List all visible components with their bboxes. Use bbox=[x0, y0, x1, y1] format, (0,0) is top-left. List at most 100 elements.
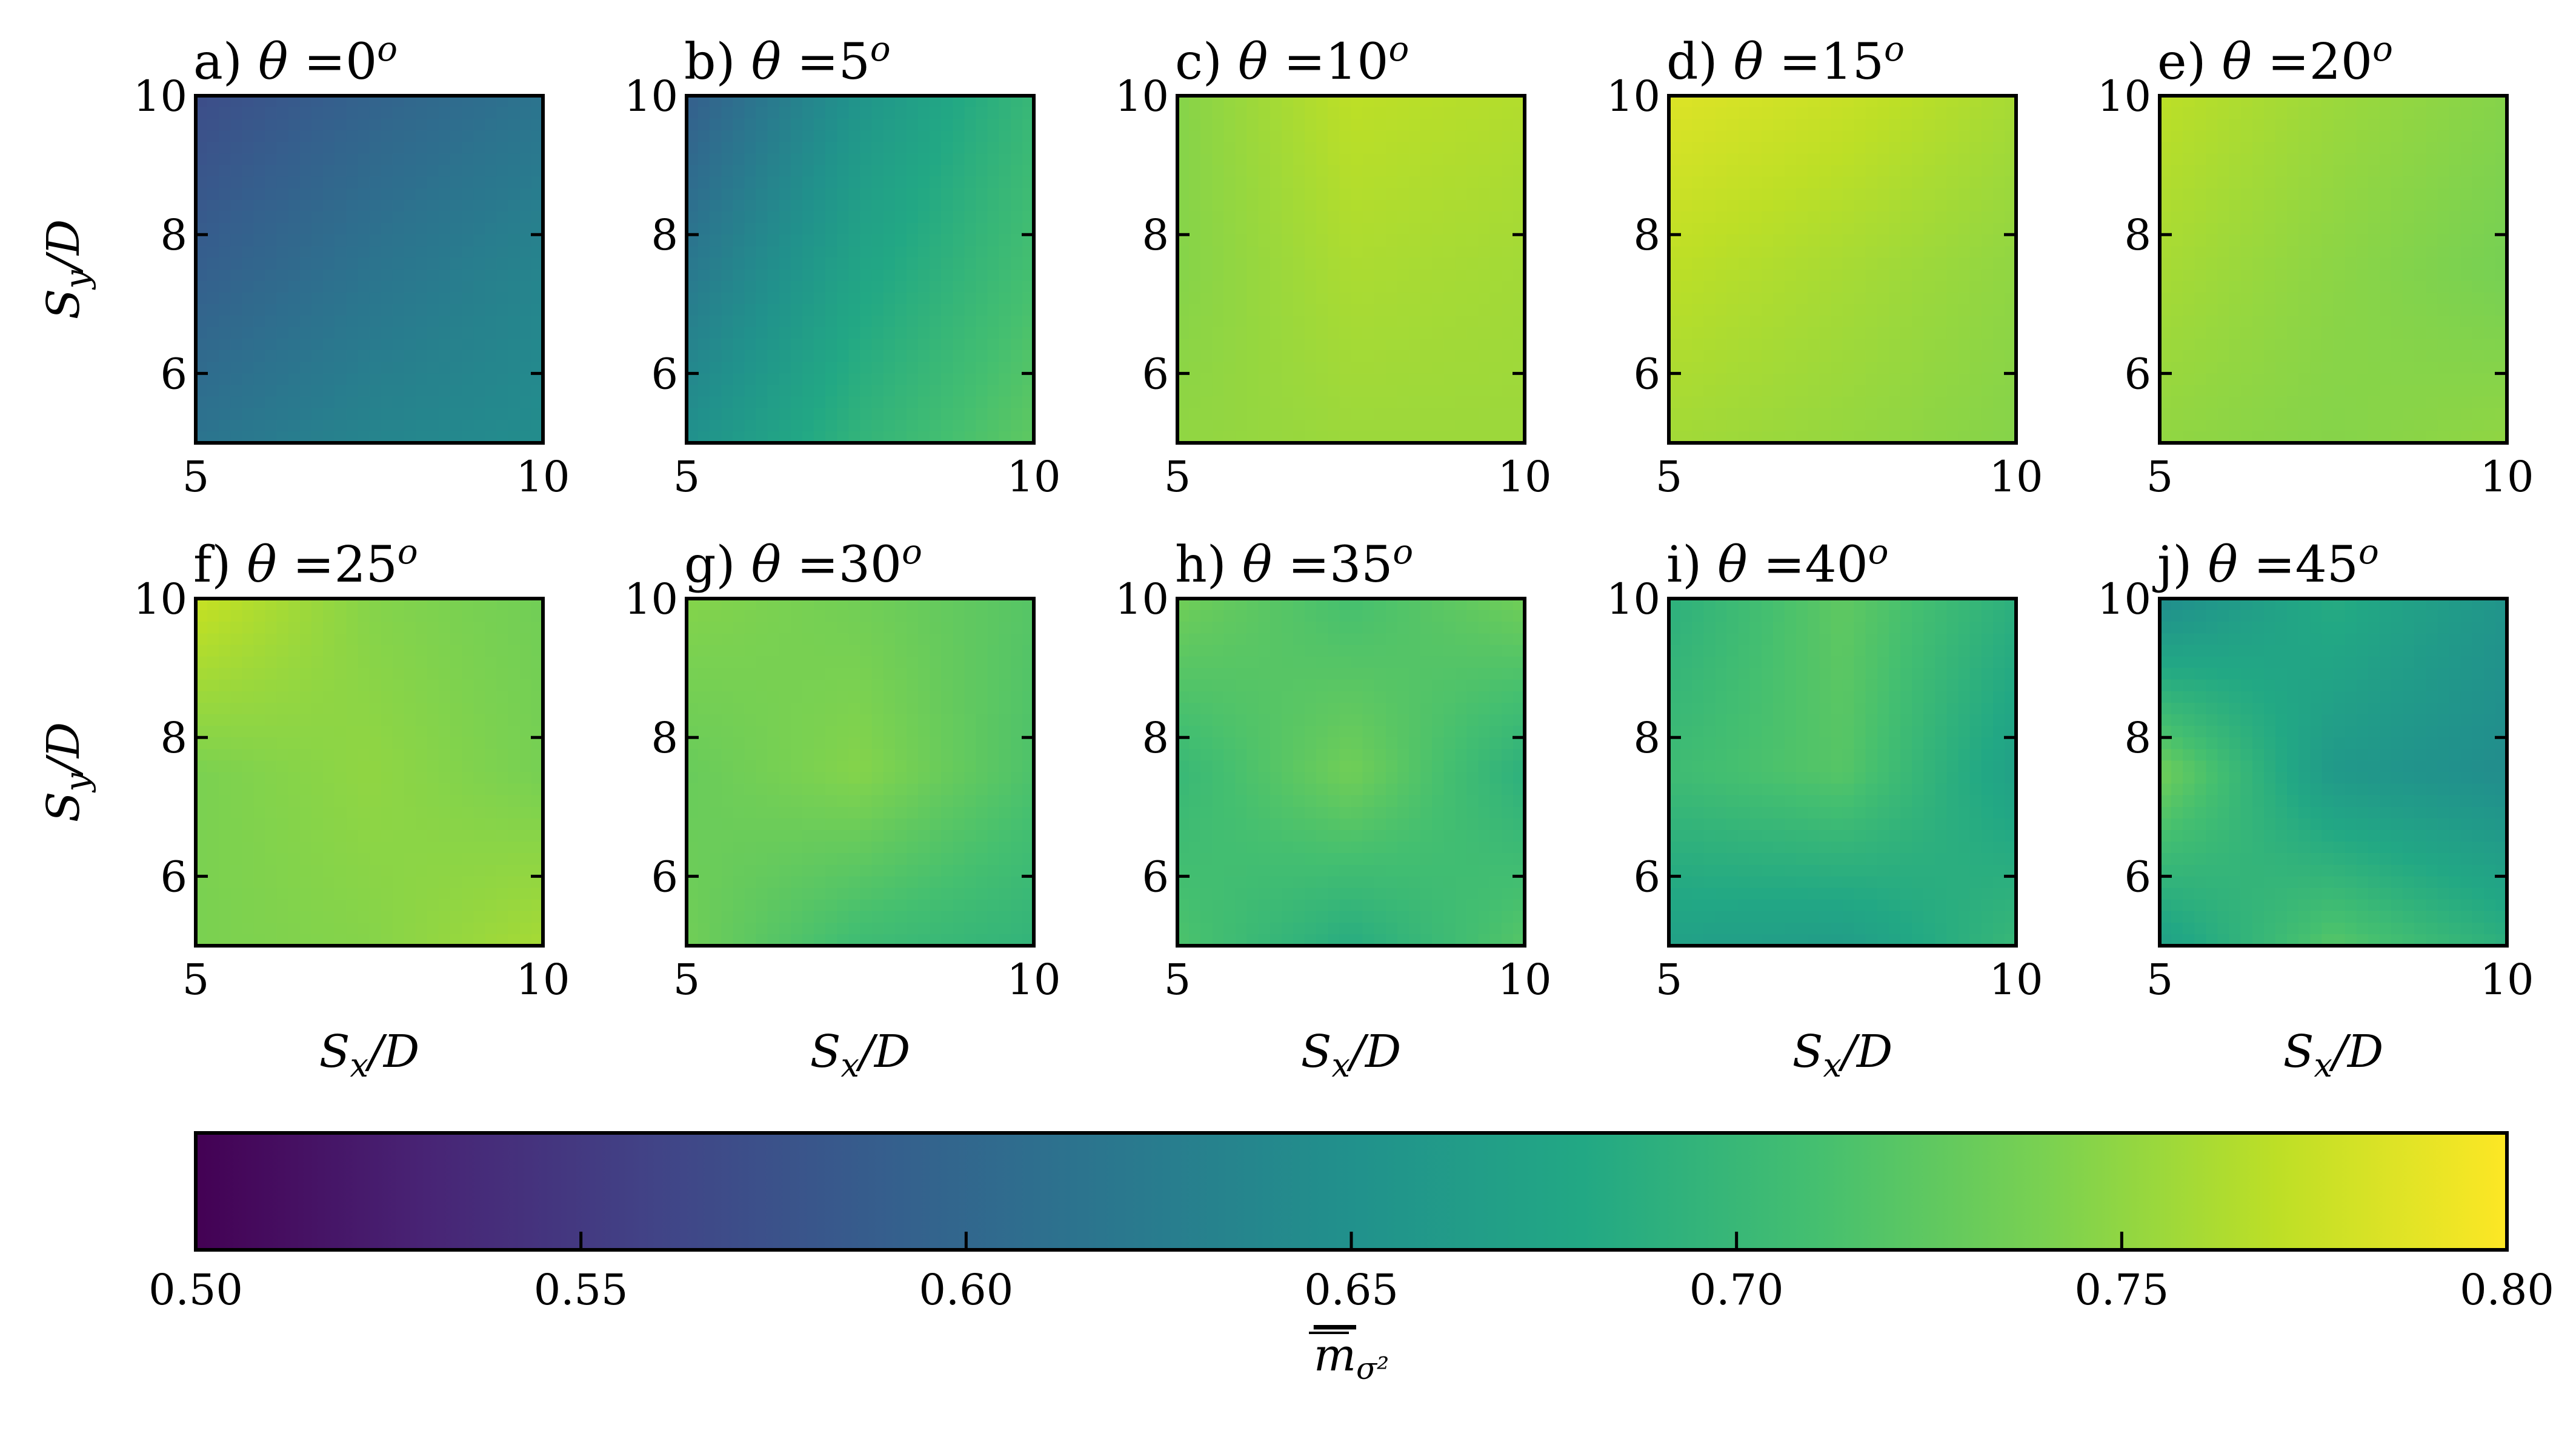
heatmap-cell bbox=[1981, 246, 1994, 258]
heatmap-cell bbox=[473, 176, 486, 189]
heatmap-cell bbox=[288, 142, 301, 154]
heatmap-cell bbox=[2449, 327, 2461, 339]
heatmap-cell bbox=[473, 691, 486, 703]
heatmap-cell bbox=[508, 373, 521, 386]
heatmap-cell bbox=[1738, 292, 1751, 305]
heatmap-cell bbox=[1513, 339, 1525, 351]
heatmap-cell bbox=[334, 668, 347, 680]
heatmap-cell bbox=[2298, 257, 2311, 270]
heatmap-cell bbox=[439, 362, 451, 374]
heatmap-cell bbox=[496, 223, 509, 235]
heatmap-cell bbox=[1351, 142, 1363, 154]
heatmap-cell bbox=[2483, 107, 2496, 119]
heatmap-cell bbox=[987, 292, 1000, 305]
heatmap-cell bbox=[2495, 304, 2508, 316]
heatmap-cell bbox=[439, 269, 451, 282]
heatmap-cell bbox=[1281, 304, 1294, 316]
heatmap-cell bbox=[976, 119, 988, 131]
heatmap-cell bbox=[2368, 142, 2380, 154]
heatmap-cell bbox=[1796, 373, 1808, 386]
heatmap-cell bbox=[2414, 419, 2426, 432]
heatmap-cell bbox=[2160, 385, 2172, 397]
heatmap-cell bbox=[1669, 350, 1681, 362]
heatmap-cell bbox=[265, 679, 278, 692]
heatmap-cell bbox=[1715, 315, 1728, 328]
heatmap-cell bbox=[311, 633, 324, 645]
heatmap-cell bbox=[1796, 223, 1808, 235]
heatmap-cell bbox=[1854, 419, 1866, 432]
heatmap-cell bbox=[2460, 96, 2473, 108]
heatmap-cell bbox=[814, 107, 826, 119]
heatmap-cell bbox=[207, 691, 219, 703]
heatmap-cell bbox=[1900, 176, 1912, 189]
heatmap-cell bbox=[1235, 269, 1248, 282]
heatmap-cell bbox=[744, 211, 757, 224]
heatmap-cell bbox=[2263, 408, 2276, 420]
heatmap-cell bbox=[883, 373, 896, 386]
heatmap-cell bbox=[1854, 199, 1866, 212]
heatmap-cell bbox=[2217, 119, 2230, 131]
heatmap-cell bbox=[439, 431, 451, 443]
heatmap-cell bbox=[744, 408, 757, 420]
heatmap-cell bbox=[358, 656, 370, 669]
heatmap-cell bbox=[1900, 130, 1912, 142]
heatmap-cell bbox=[519, 292, 532, 305]
heatmap-cell bbox=[964, 304, 977, 316]
heatmap-cell bbox=[1958, 130, 1971, 142]
heatmap-cell bbox=[2426, 223, 2438, 235]
heatmap-cell bbox=[802, 199, 814, 212]
heatmap-cell bbox=[2356, 419, 2369, 432]
heatmap-cell bbox=[508, 257, 521, 270]
heatmap-cell bbox=[265, 211, 278, 224]
heatmap-cell bbox=[276, 165, 289, 178]
heatmap-cell bbox=[814, 223, 826, 235]
heatmap-cell bbox=[1478, 373, 1491, 386]
heatmap-cell bbox=[1432, 234, 1444, 247]
heatmap-cell bbox=[976, 130, 988, 142]
heatmap-cell bbox=[1969, 362, 1982, 374]
heatmap-cell bbox=[1715, 269, 1728, 282]
heatmap-cell bbox=[1270, 107, 1282, 119]
heatmap-cell bbox=[427, 223, 439, 235]
heatmap-cell bbox=[894, 107, 907, 119]
heatmap-cell bbox=[242, 408, 255, 420]
heatmap-cell bbox=[687, 188, 699, 201]
heatmap-cell bbox=[1200, 396, 1213, 409]
heatmap-cell bbox=[1865, 350, 1878, 362]
heatmap-cell bbox=[392, 714, 405, 726]
heatmap-cell bbox=[1831, 269, 1843, 282]
heatmap-cell bbox=[1935, 315, 1947, 328]
heatmap-cell bbox=[1432, 188, 1444, 201]
heatmap-cell bbox=[1761, 419, 1774, 432]
heatmap-cell bbox=[1443, 142, 1456, 154]
heatmap-cell bbox=[1432, 304, 1444, 316]
heatmap-cell bbox=[1842, 234, 1855, 247]
heatmap-cell bbox=[519, 668, 532, 680]
heatmap-cell bbox=[1409, 385, 1421, 397]
heatmap-cell bbox=[2495, 199, 2508, 212]
heatmap-cell bbox=[756, 315, 768, 328]
heatmap-cell bbox=[1316, 327, 1328, 339]
heatmap-cell bbox=[2310, 281, 2322, 293]
heatmap-cell bbox=[2403, 419, 2415, 432]
heatmap-cell bbox=[2483, 211, 2496, 224]
heatmap-cell bbox=[2229, 350, 2242, 362]
heatmap-cell bbox=[1888, 339, 1901, 351]
heatmap-cell bbox=[392, 199, 405, 212]
heatmap-cell bbox=[848, 211, 861, 224]
heatmap-cell bbox=[207, 622, 219, 634]
heatmap-cell bbox=[1374, 107, 1386, 119]
heatmap-cell bbox=[392, 362, 405, 374]
heatmap-cell bbox=[531, 292, 544, 305]
heatmap-cell bbox=[485, 737, 498, 749]
heatmap-cell bbox=[2194, 396, 2206, 409]
heatmap-cell bbox=[2252, 385, 2265, 397]
heatmap-cell bbox=[814, 339, 826, 351]
heatmap-cell bbox=[1669, 419, 1681, 432]
heatmap-cell bbox=[2275, 107, 2288, 119]
heatmap-cell bbox=[415, 726, 428, 738]
heatmap-cell bbox=[2183, 431, 2195, 443]
heatmap-cell bbox=[265, 408, 278, 420]
heatmap-cell bbox=[1397, 176, 1409, 189]
heatmap-cell bbox=[323, 633, 335, 645]
